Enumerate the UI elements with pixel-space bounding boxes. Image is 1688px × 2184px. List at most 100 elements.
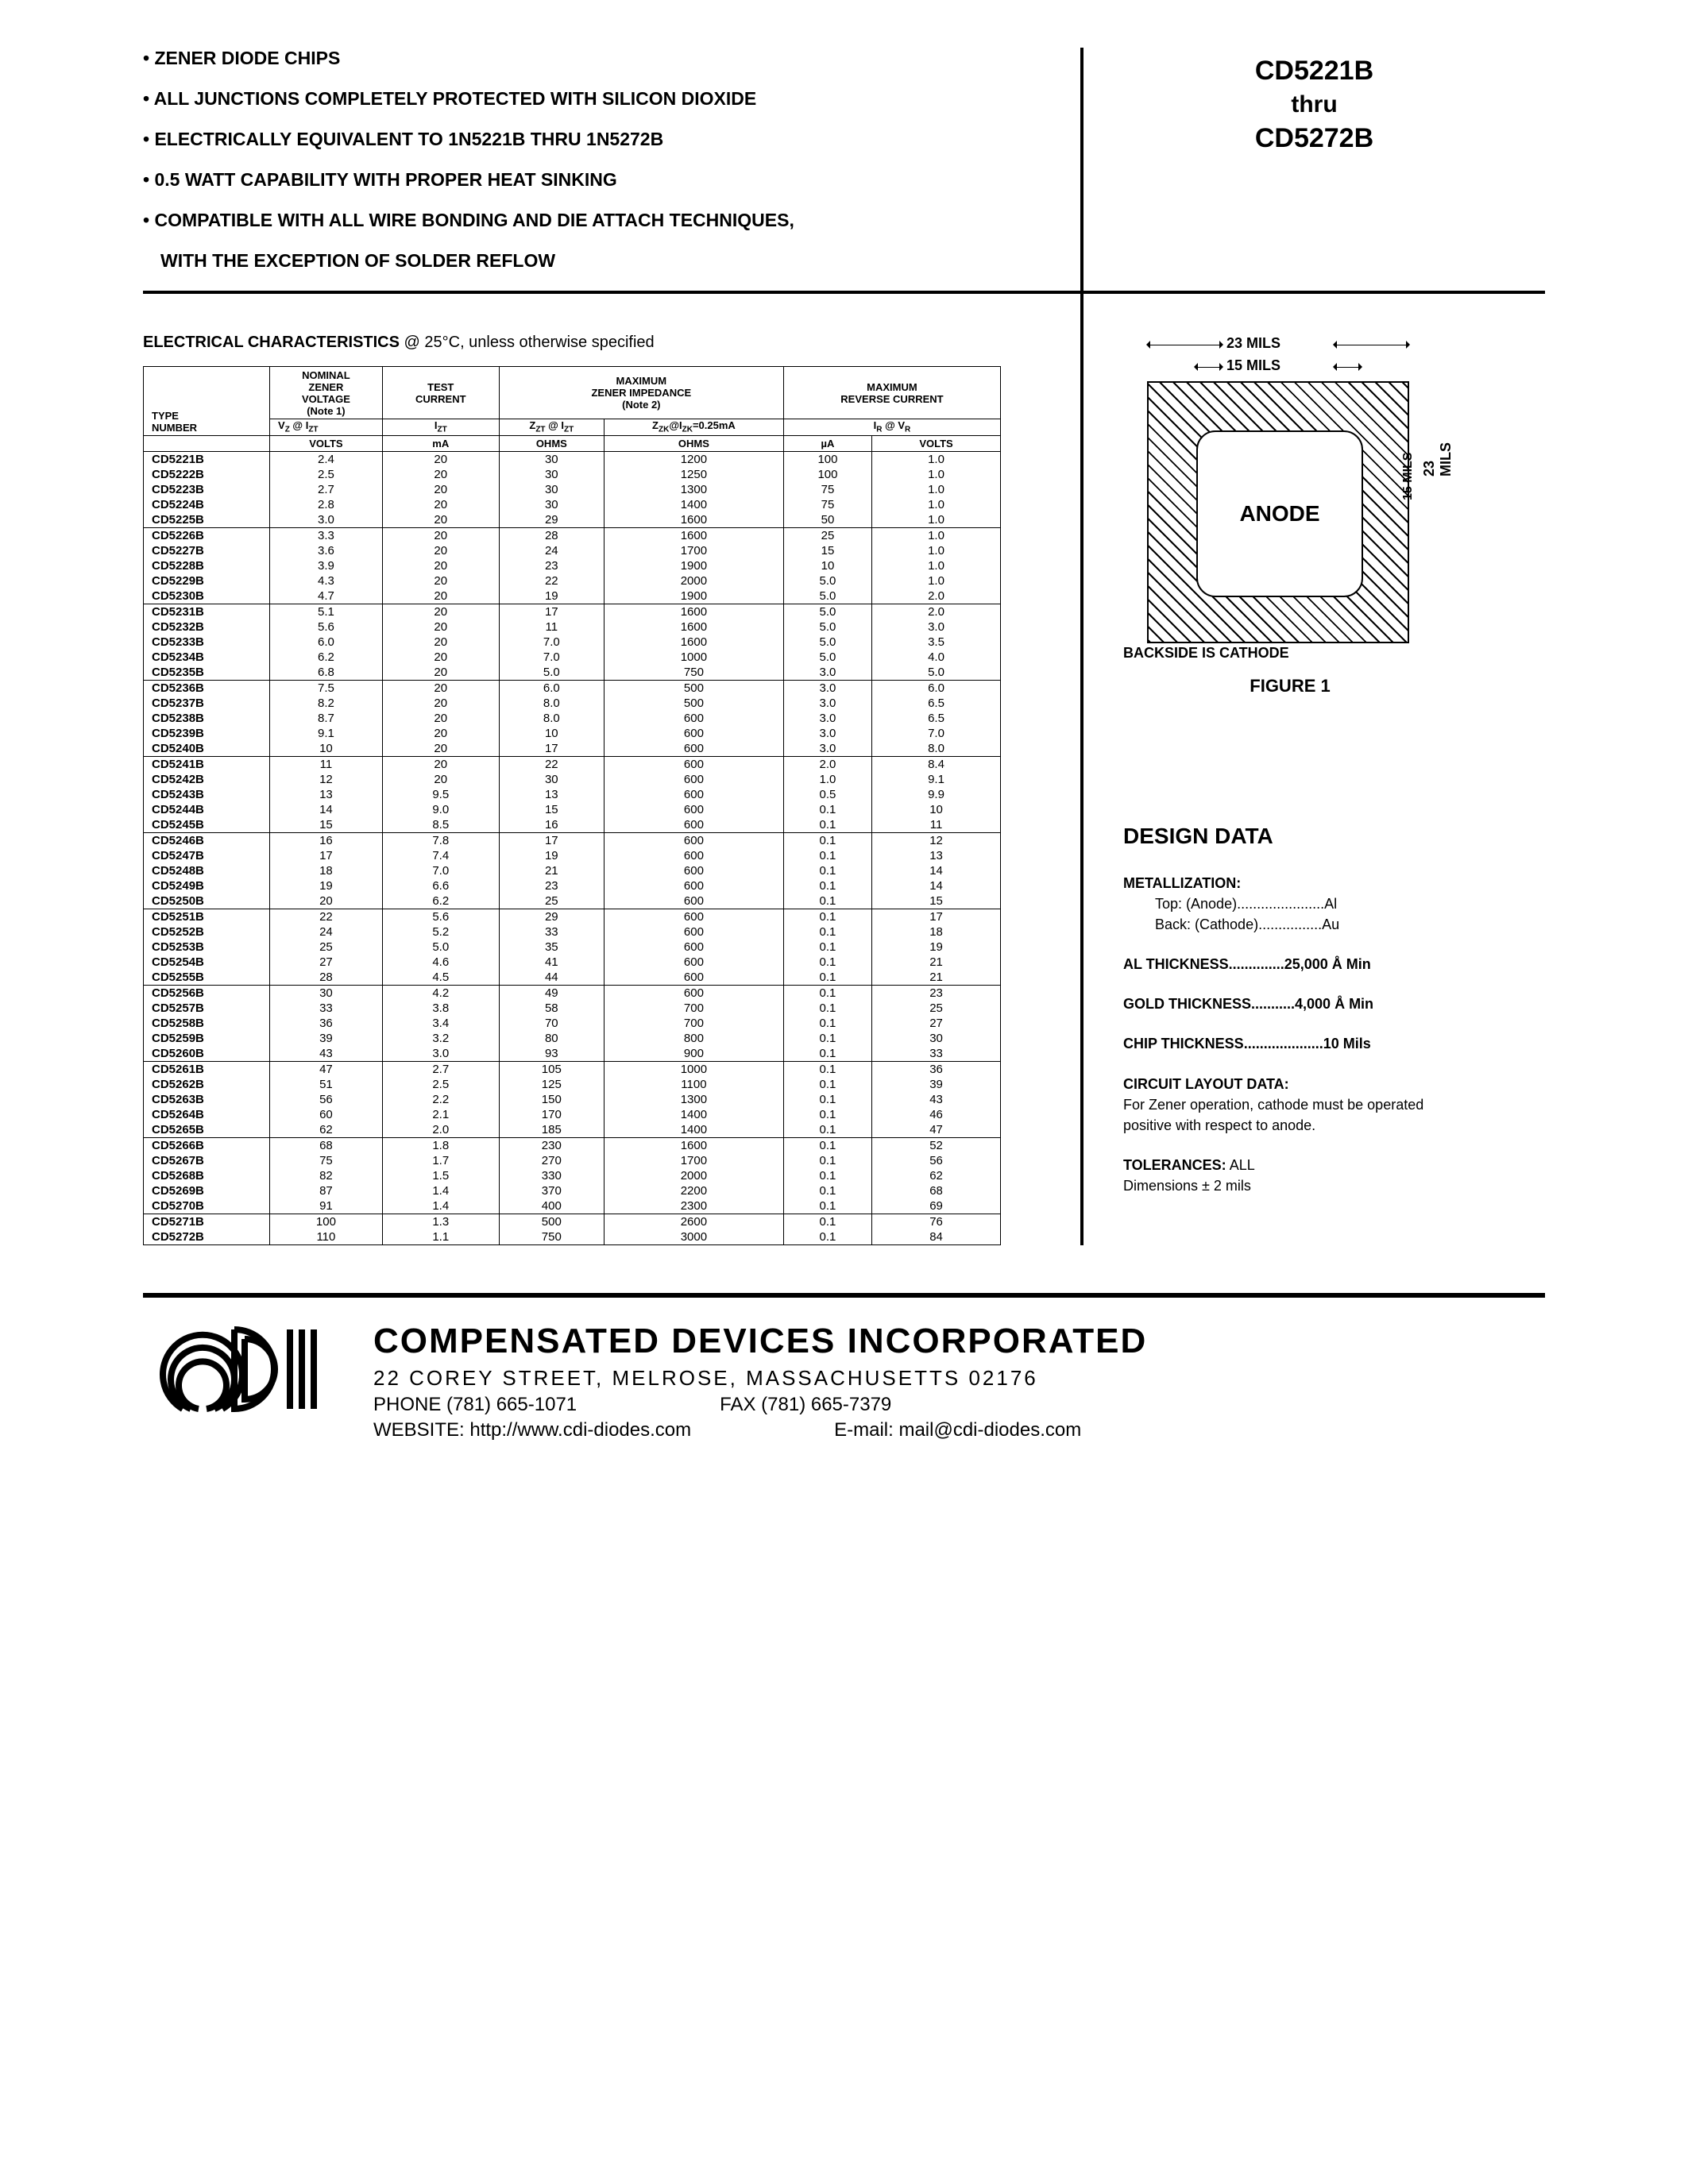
table-cell: 370 <box>499 1183 604 1198</box>
table-cell: 87 <box>270 1183 383 1198</box>
table-cell: 1700 <box>604 1153 783 1168</box>
table-cell: 19 <box>499 848 604 863</box>
ec-title: ELECTRICAL CHARACTERISTICS @ 25°C, unles… <box>143 334 1080 352</box>
table-cell: 5.0 <box>783 619 871 635</box>
table-cell: 0.1 <box>783 970 871 986</box>
table-cell: 36 <box>872 1061 1001 1077</box>
table-cell: 39 <box>270 1031 383 1046</box>
table-cell: 1300 <box>604 1092 783 1107</box>
table-cell: 18 <box>872 924 1001 940</box>
table-cell: 22 <box>499 756 604 772</box>
table-cell: 16 <box>270 832 383 848</box>
table-cell: 3.0 <box>783 680 871 696</box>
table-cell: 1900 <box>604 558 783 573</box>
table-cell: 19 <box>872 940 1001 955</box>
table-cell: 91 <box>270 1198 383 1214</box>
table-cell: 20 <box>382 558 499 573</box>
table-cell: 400 <box>499 1198 604 1214</box>
chip-outer: ANODE <box>1147 381 1409 643</box>
table-row: CD5241B1120226002.08.4 <box>144 756 1001 772</box>
figure-title: FIGURE 1 <box>1123 676 1457 696</box>
table-cell: 600 <box>604 756 783 772</box>
table-cell: CD5269B <box>144 1183 270 1198</box>
table-cell: 0.1 <box>783 1077 871 1092</box>
table-cell: 18 <box>270 863 383 878</box>
table-cell: 20 <box>382 604 499 619</box>
table-row: CD5229B4.3202220005.01.0 <box>144 573 1001 588</box>
table-row: CD5225B3.020291600501.0 <box>144 512 1001 528</box>
table-cell: 58 <box>499 1001 604 1016</box>
table-cell: CD5240B <box>144 741 270 757</box>
table-cell: 750 <box>604 665 783 681</box>
met-top: Top: (Anode)......................Al <box>1155 896 1337 912</box>
table-cell: 19 <box>499 588 604 604</box>
table-cell: 33 <box>499 924 604 940</box>
table-cell: 24 <box>499 543 604 558</box>
table-cell: 30 <box>499 482 604 497</box>
table-cell: 1.0 <box>872 451 1001 467</box>
table-row: CD5259B393.2808000.130 <box>144 1031 1001 1046</box>
table-cell: 100 <box>783 451 871 467</box>
table-cell: 1600 <box>604 1137 783 1153</box>
table-cell: CD5267B <box>144 1153 270 1168</box>
table-cell: 11 <box>270 756 383 772</box>
table-cell: 100 <box>270 1214 383 1229</box>
al-thickness: AL THICKNESS..............25,000 Å Min <box>1123 956 1371 972</box>
table-cell: 28 <box>499 527 604 543</box>
table-cell: 14 <box>872 863 1001 878</box>
table-cell: 25 <box>872 1001 1001 1016</box>
table-cell: 1600 <box>604 619 783 635</box>
table-cell: 35 <box>499 940 604 955</box>
chip-thickness: CHIP THICKNESS....................10 Mil… <box>1123 1036 1371 1051</box>
table-cell: CD5247B <box>144 848 270 863</box>
table-cell: 23 <box>499 878 604 893</box>
table-cell: 25 <box>270 940 383 955</box>
table-cell: 110 <box>270 1229 383 1245</box>
table-cell: 75 <box>783 482 871 497</box>
design-data-title: DESIGN DATA <box>1123 824 1473 849</box>
table-cell: 0.1 <box>783 878 871 893</box>
table-row: CD5226B3.320281600251.0 <box>144 527 1001 543</box>
table-cell: 39 <box>872 1077 1001 1092</box>
table-cell: 17 <box>499 741 604 757</box>
table-cell: 27 <box>872 1016 1001 1031</box>
table-cell: 12 <box>872 832 1001 848</box>
inner-dim-top: 15 MILS <box>1226 357 1280 374</box>
table-cell: 0.1 <box>783 817 871 833</box>
table-cell: 2.5 <box>270 467 383 482</box>
table-cell: 75 <box>783 497 871 512</box>
table-cell: CD5253B <box>144 940 270 955</box>
table-cell: 1.0 <box>872 482 1001 497</box>
table-row: CD5257B333.8587000.125 <box>144 1001 1001 1016</box>
table-cell: 6.8 <box>270 665 383 681</box>
table-cell: 800 <box>604 1031 783 1046</box>
table-cell: CD5236B <box>144 680 270 696</box>
table-cell: CD5223B <box>144 482 270 497</box>
table-cell: 0.1 <box>783 1046 871 1062</box>
table-cell: 9.9 <box>872 787 1001 802</box>
table-row: CD5272B1101.175030000.184 <box>144 1229 1001 1245</box>
table-cell: 41 <box>499 955 604 970</box>
table-cell: 20 <box>382 726 499 741</box>
table-row: CD5244B149.0156000.110 <box>144 802 1001 817</box>
electrical-characteristics-table: TYPENUMBERNOMINALZENERVOLTAGE(Note 1)TES… <box>143 366 1001 1245</box>
table-cell: CD5237B <box>144 696 270 711</box>
table-cell: CD5233B <box>144 635 270 650</box>
table-cell: 3.3 <box>270 527 383 543</box>
table-cell: 0.1 <box>783 832 871 848</box>
outer-dim-top: 23 MILS <box>1226 335 1280 352</box>
table-cell: 84 <box>872 1229 1001 1245</box>
table-cell: 1200 <box>604 451 783 467</box>
table-cell: 30 <box>499 772 604 787</box>
table-cell: 0.1 <box>783 848 871 863</box>
table-cell: 56 <box>270 1092 383 1107</box>
table-cell: 6.0 <box>499 680 604 696</box>
table-cell: 8.0 <box>499 696 604 711</box>
table-row: CD5271B1001.350026000.176 <box>144 1214 1001 1229</box>
met-back: Back: (Cathode)................Au <box>1155 916 1339 932</box>
table-cell: 9.5 <box>382 787 499 802</box>
table-cell: 700 <box>604 1001 783 1016</box>
table-cell: 47 <box>872 1122 1001 1138</box>
table-cell: 4.7 <box>270 588 383 604</box>
table-cell: 22 <box>499 573 604 588</box>
